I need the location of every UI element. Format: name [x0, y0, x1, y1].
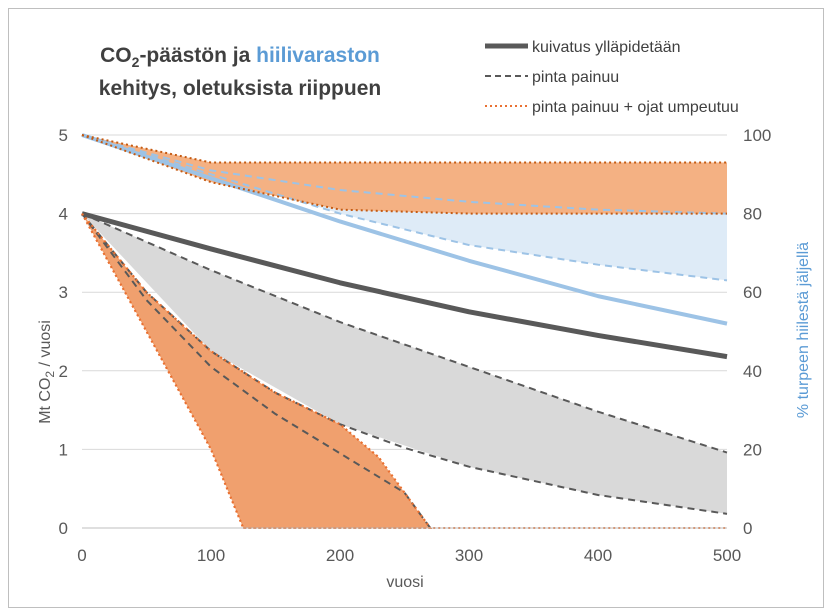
y-right-tick-label: 100 — [743, 126, 771, 145]
y-left-tick-label: 2 — [59, 362, 68, 381]
x-tick-label: 300 — [455, 546, 483, 565]
series-line-4 — [81, 212, 432, 529]
series-line-2 — [81, 212, 728, 515]
y-right-tick-label: 60 — [743, 283, 762, 302]
legend-label-dotted: pinta painuu + ojat umpeutuu — [532, 99, 739, 116]
x-tick-label: 100 — [197, 546, 225, 565]
y-left-tick-label: 5 — [59, 126, 68, 145]
series-line-5 — [81, 213, 245, 529]
x-axis-label: vuosi — [386, 574, 423, 590]
y-right-tick-label: 80 — [743, 205, 762, 224]
series-lines — [81, 133, 728, 529]
x-tick-label: 500 — [713, 546, 741, 565]
legend: kuivatus ylläpidetään pinta painuu pinta… — [485, 39, 739, 116]
y-right-tick-label: 0 — [743, 519, 752, 538]
y-left-tick-label: 1 — [59, 440, 68, 459]
band-gray-band — [82, 213, 727, 514]
y-left-tick-label: 3 — [59, 283, 68, 302]
chart-title-line2: kehitys, oletuksista riippuen — [99, 77, 381, 100]
x-tick-label: 0 — [77, 546, 86, 565]
series-line-10 — [81, 134, 727, 164]
series-line-6 — [81, 133, 728, 326]
shaded-bands — [81, 135, 727, 529]
y-left-tick-label: 4 — [59, 205, 68, 224]
series-line-8 — [81, 134, 728, 215]
band-orange-upper-band — [82, 135, 727, 214]
y-axis-right-label: % turpeen hiilestä jäljellä — [795, 242, 812, 418]
series-line-0 — [81, 211, 728, 360]
series-line-1 — [81, 212, 728, 454]
y-right-tick-label: 40 — [743, 362, 762, 381]
series-line-7 — [81, 134, 728, 282]
chart-title-line1: CO2-päästön ja hiilivaraston — [100, 44, 380, 70]
legend-label-dashed: pinta painuu — [532, 69, 619, 86]
series-line-3 — [81, 213, 432, 529]
y-left-tick-label: 0 — [59, 519, 68, 538]
y-right-tick-label: 20 — [743, 440, 762, 459]
x-tick-label: 400 — [584, 546, 612, 565]
x-tick-label: 200 — [326, 546, 354, 565]
legend-label-solid: kuivatus ylläpidetään — [532, 39, 681, 56]
y-axis-left-label: Mt CO2 / vuosi — [37, 320, 57, 424]
